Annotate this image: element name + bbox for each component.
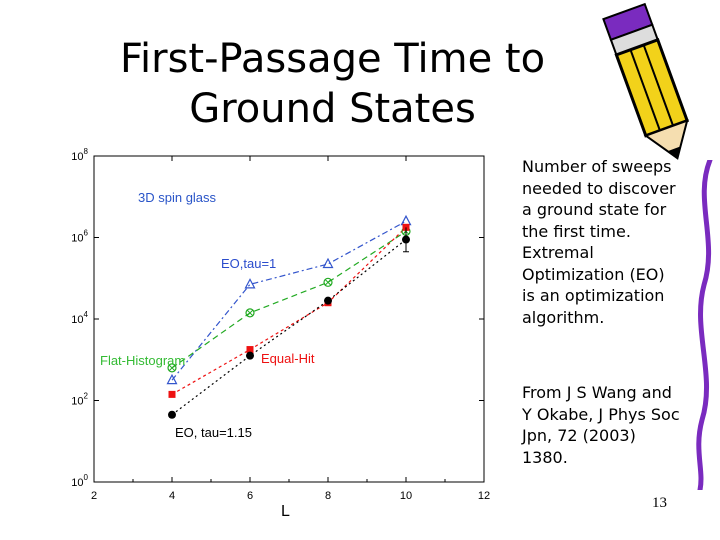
series-line bbox=[171, 239, 407, 416]
data-point bbox=[166, 373, 178, 385]
y-tick-label: 100 bbox=[71, 473, 88, 489]
side-text-citation: From J S Wang and Y Okabe, J Phys Soc Jp… bbox=[522, 383, 680, 467]
series-line bbox=[171, 226, 407, 395]
x-tick-label: 12 bbox=[478, 490, 490, 502]
legend-label-eo-tau-1: EO,tau=1 bbox=[221, 256, 276, 271]
legend-label-flat-histogram: Flat-Histogram bbox=[100, 353, 185, 368]
series-line bbox=[171, 220, 407, 381]
data-point bbox=[245, 308, 255, 318]
x-tick-label: 2 bbox=[91, 490, 97, 502]
x-tick-label: 8 bbox=[325, 490, 331, 502]
data-point bbox=[244, 278, 256, 289]
page-number: 13 bbox=[652, 495, 667, 511]
legend-label-equal-hit: Equal-Hit bbox=[261, 351, 315, 366]
data-point bbox=[168, 410, 176, 419]
squiggle-icon bbox=[696, 160, 713, 490]
first-passage-chart: 2 4 6 8 10 12 100 102 104 106 108 3D spin glass EO… bbox=[55, 140, 500, 520]
data-point bbox=[246, 346, 254, 354]
y-tick-label: 102 bbox=[71, 392, 88, 408]
data-point bbox=[324, 296, 332, 305]
data-point bbox=[322, 257, 334, 269]
pencil-icon bbox=[602, 2, 690, 160]
data-point-cross bbox=[324, 279, 332, 286]
data-point-cross bbox=[246, 309, 254, 317]
slide-title: First-Passage Time to Ground States bbox=[60, 34, 605, 134]
chart-annotation: 3D spin glass bbox=[138, 190, 217, 205]
data-point bbox=[323, 277, 333, 287]
data-point-cross bbox=[168, 364, 176, 372]
series-line bbox=[171, 230, 407, 369]
data-point bbox=[168, 390, 176, 398]
x-tick-label: 6 bbox=[247, 490, 253, 502]
x-tick-label: 10 bbox=[400, 490, 412, 502]
data-point-ring bbox=[167, 363, 177, 373]
y-tick-label: 104 bbox=[71, 310, 88, 326]
title-line-2: Ground States bbox=[189, 86, 476, 132]
x-tick-label: 4 bbox=[169, 490, 175, 502]
legend-label-eo-tau-1-15: EO, tau=1.15 bbox=[175, 425, 252, 440]
y-tick-label: 108 bbox=[71, 147, 88, 163]
y-tick-label: 106 bbox=[71, 229, 88, 245]
side-text-description: Number of sweeps needed to discover a gr… bbox=[522, 157, 676, 327]
data-point-ring bbox=[323, 277, 333, 287]
x-axis-label: L bbox=[281, 503, 290, 520]
title-line-1: First-Passage Time to bbox=[119, 36, 546, 82]
data-point-ring bbox=[245, 308, 255, 318]
data-point bbox=[246, 351, 254, 360]
data-point bbox=[167, 363, 177, 373]
